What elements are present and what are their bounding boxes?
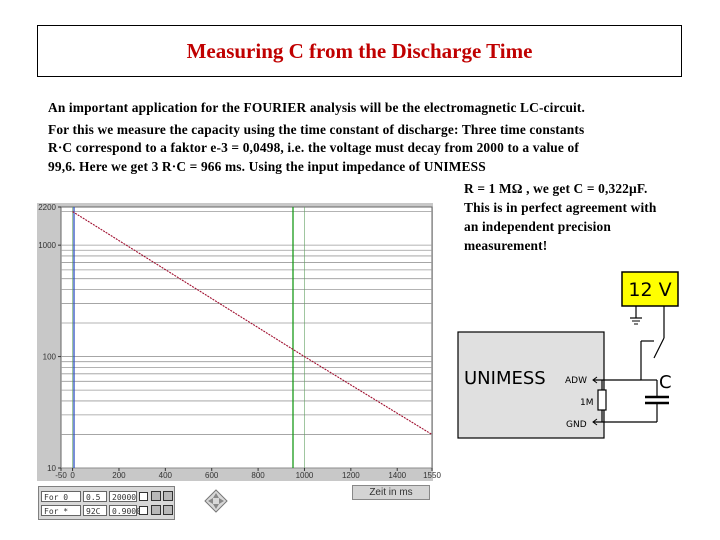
x-tick-label: 1550 bbox=[423, 471, 441, 480]
y-axis-ticks: 2200 1000 100 10 bbox=[38, 203, 61, 473]
x-tick-label: 400 bbox=[159, 471, 173, 480]
resistor-icon bbox=[597, 389, 607, 411]
x-tick-label: 1200 bbox=[342, 471, 360, 480]
cursor-control-panel: For 0 0.5 20000 For * 92C 0.9000 bbox=[38, 486, 175, 520]
x-tick-label: -50 bbox=[55, 471, 67, 480]
paragraph-line-1: An important application for the FOURIER… bbox=[48, 100, 586, 115]
paragraph-line-4: 99,6. Here we get 3 R·C = 966 ms. Using … bbox=[48, 159, 486, 174]
battery-label: 12 V bbox=[628, 279, 671, 301]
x-tick-label: 1400 bbox=[388, 471, 406, 480]
x-tick-label: 1000 bbox=[296, 471, 314, 480]
title-box: Measuring C from the Discharge Time bbox=[37, 25, 682, 77]
discharge-series-line bbox=[72, 211, 433, 435]
unimess-box bbox=[457, 331, 605, 439]
paragraph-line-7: an independent precision bbox=[464, 219, 611, 234]
cursor1-checkbox[interactable] bbox=[139, 492, 148, 501]
cursor2-label: For * bbox=[41, 505, 81, 516]
paragraph-line-2: For this we measure the capacity using t… bbox=[48, 122, 585, 137]
adw-label: ADW bbox=[565, 376, 587, 386]
x-tick-label: 800 bbox=[251, 471, 265, 480]
zoom-time-button[interactable]: Zeit in ms bbox=[352, 485, 430, 500]
y-tick-label: 10 bbox=[47, 464, 56, 473]
cursor1-value1[interactable]: 0.5 bbox=[83, 491, 107, 502]
gnd-label: GND bbox=[566, 420, 587, 430]
slide-title: Measuring C from the Discharge Time bbox=[186, 38, 533, 63]
cursor1-button[interactable] bbox=[151, 491, 161, 501]
unimess-label: UNIMESS bbox=[464, 368, 546, 389]
y-tick-label: 1000 bbox=[38, 241, 56, 250]
battery-box bbox=[621, 271, 679, 307]
x-tick-label: 0 bbox=[70, 471, 75, 480]
horizontal-grid bbox=[61, 211, 432, 469]
cursor2-button[interactable] bbox=[151, 505, 161, 515]
cursor2-checkbox[interactable] bbox=[139, 506, 148, 515]
switch-icon[interactable] bbox=[653, 337, 665, 359]
y-tick-label: 100 bbox=[43, 353, 57, 362]
x-tick-label: 600 bbox=[205, 471, 219, 480]
x-tick-label: 200 bbox=[112, 471, 126, 480]
paragraph-line-5: R = 1 MΩ , we get C = 0,322µF. bbox=[464, 181, 648, 196]
vertical-grid bbox=[72, 207, 305, 468]
paragraph-line-8: measurement! bbox=[464, 238, 548, 253]
paragraph-line-6: This is in perfect agreement with bbox=[464, 200, 657, 215]
y-tick-label: 2200 bbox=[38, 203, 56, 212]
cursor1-label: For 0 bbox=[41, 491, 81, 502]
navigation-diamond-icon[interactable] bbox=[204, 489, 228, 513]
cursor2-value2[interactable]: 0.9000 bbox=[109, 505, 141, 516]
capacitor-label: C bbox=[659, 372, 672, 393]
cursor1-lock-button[interactable] bbox=[163, 491, 173, 501]
x-axis-ticks: -50 0 200 400 600 800 1000 1200 1400 1550 bbox=[55, 468, 441, 480]
cursor2-value1[interactable]: 92C bbox=[83, 505, 107, 516]
cursor2-lock-button[interactable] bbox=[163, 505, 173, 515]
cursor1-value2[interactable]: 20000 bbox=[109, 491, 137, 502]
paragraph-line-3: R·C correspond to a faktor e-3 = 0,0498,… bbox=[48, 140, 579, 155]
resistor-label: 1M bbox=[580, 398, 594, 408]
